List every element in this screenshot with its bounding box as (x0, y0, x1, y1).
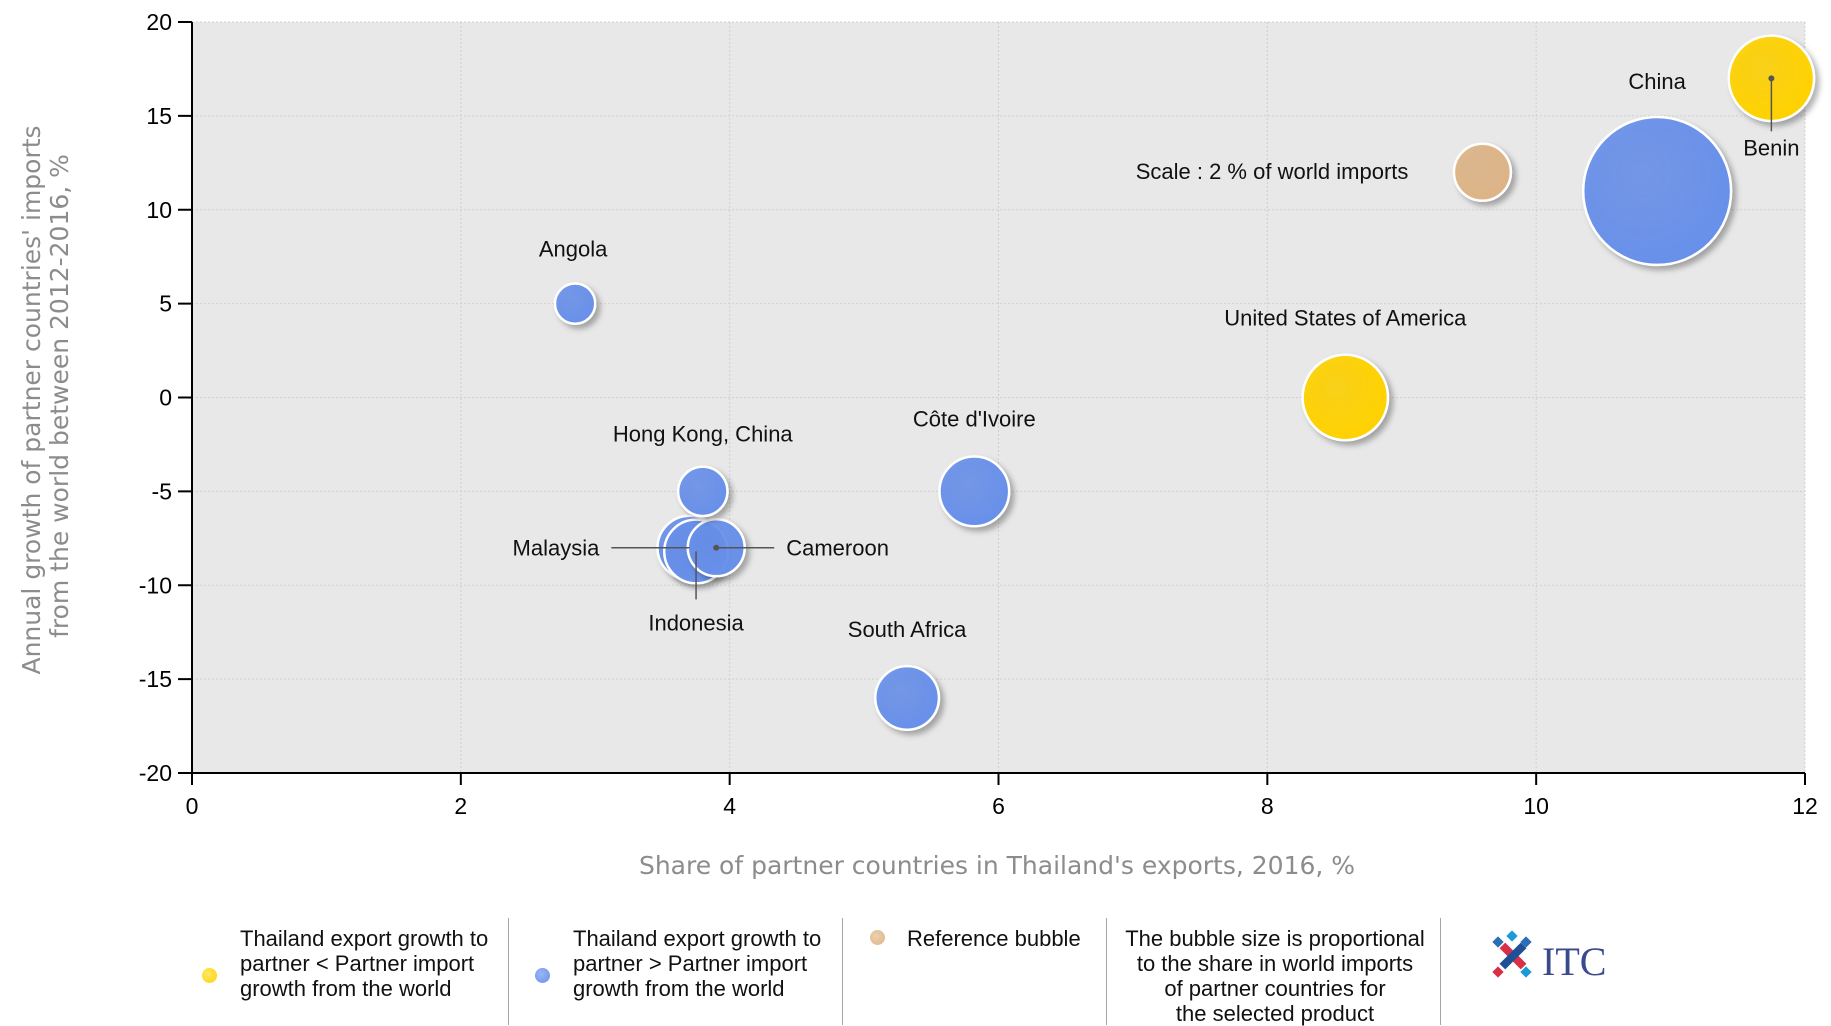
y-axis-title-line-1: Annual growth of partner countries' impo… (17, 125, 46, 674)
legend-divider (842, 918, 843, 1025)
legend: Thailand export growth to partner < Part… (0, 918, 1831, 1026)
bubble-label-china: China (1628, 69, 1686, 94)
x-axis-title: Share of partner countries in Thailand's… (639, 851, 1355, 880)
itc-logo: ITC (1488, 930, 1628, 990)
legend-size-note-line: to the share in world imports (1136, 951, 1414, 976)
bubble-label-indonesia: Indonesia (648, 610, 744, 635)
legend-item-yellow: Thailand export growth to partner < Part… (240, 926, 488, 1001)
legend-item-blue-line: growth from the world (573, 976, 785, 1001)
x-tick-label: 0 (186, 793, 199, 819)
bubble-chart: 20 15 10 5 0 -5 -10 -15 -20 0 2 4 6 8 10 12 China Benin U… (17, 9, 1818, 880)
legend-item-blue: Thailand export growth to partner > Part… (573, 926, 821, 1001)
y-axis-title-line-2: from the world between 2012-2016, % (45, 154, 74, 638)
legend-divider (1440, 918, 1441, 1025)
bubble-label-united-states-of-america: United States of America (1224, 306, 1467, 331)
bubble-label-cameroon: Cameroon (786, 536, 889, 561)
legend-item-blue-line: Thailand export growth to (573, 926, 822, 951)
y-tick-label: -15 (139, 666, 172, 692)
bubble-label-angola: Angola (539, 237, 608, 262)
legend-item-reference: Reference bubble (907, 926, 1081, 951)
bubble-china[interactable] (1581, 115, 1733, 267)
legend-size-note: The bubble size is proportional to the s… (1110, 926, 1440, 1026)
axes: 20 15 10 5 0 -5 -10 -15 -20 0 2 4 6 8 10 12 (139, 9, 1818, 819)
y-axis-title: Annual growth of partner countries' impo… (17, 117, 74, 674)
legend-size-note-line: The bubble size is proportional (1125, 926, 1425, 951)
bubble-labels: China Benin United States of America Côte d… (513, 69, 1800, 642)
x-tick-label: 2 (454, 793, 467, 819)
legend-divider (1106, 918, 1107, 1025)
y-tick-label: 5 (159, 291, 172, 317)
legend-size-note-line: of partner countries for (1164, 976, 1386, 1001)
itc-logo-text: ITC (1542, 939, 1607, 984)
bubble-south-africa[interactable] (874, 664, 941, 731)
bubble-c-te-d-ivoire[interactable] (938, 455, 1011, 528)
legend-item-blue-line: partner > Partner import (573, 951, 808, 976)
bubble-label-south-africa: South Africa (848, 617, 967, 642)
legend-divider (508, 918, 509, 1025)
bubble-angola[interactable] (553, 282, 597, 325)
leader-dot (713, 544, 720, 551)
bubble-label-malaysia: Malaysia (513, 536, 601, 561)
y-tick-label: 10 (146, 197, 172, 223)
x-tick-label: 10 (1523, 793, 1549, 819)
x-tick-label: 8 (1261, 793, 1274, 819)
leader-dot (1768, 75, 1775, 82)
y-tick-label: 0 (159, 385, 172, 411)
bubble-label-benin: Benin (1743, 135, 1799, 160)
legend-item-yellow-line: growth from the world (240, 976, 452, 1001)
y-tick-label: -10 (139, 572, 172, 598)
legend-reference-marker (870, 930, 885, 945)
x-tick-label: 12 (1792, 793, 1818, 819)
itc-logo-icon (1492, 930, 1532, 978)
y-tick-label: -20 (139, 760, 172, 786)
bubble-label-scale-2-of-world-imports: Scale : 2 % of world imports (1136, 159, 1409, 184)
y-tick-label: 20 (146, 9, 172, 35)
bubble-united-states-of-america[interactable] (1301, 353, 1390, 442)
legend-item-yellow-line: partner < Partner import (240, 951, 475, 976)
legend-blue-marker (535, 968, 550, 983)
x-tick-label: 6 (992, 793, 1005, 819)
legend-item-yellow-line: Thailand export growth to (240, 926, 489, 951)
bubble-hong-kong-china[interactable] (676, 465, 729, 518)
bubble-label-hong-kong-china: Hong Kong, China (613, 421, 794, 446)
y-tick-label: -5 (152, 478, 172, 504)
legend-yellow-marker (202, 968, 217, 983)
y-tick-label: 15 (146, 103, 172, 129)
x-tick-label: 4 (723, 793, 736, 819)
legend-size-note-line: the selected product (1175, 1001, 1375, 1026)
bubble-label-c-te-d-ivoire: Côte d'Ivoire (913, 406, 1036, 431)
bubble-scale-2-of-world-imports[interactable] (1452, 142, 1513, 202)
